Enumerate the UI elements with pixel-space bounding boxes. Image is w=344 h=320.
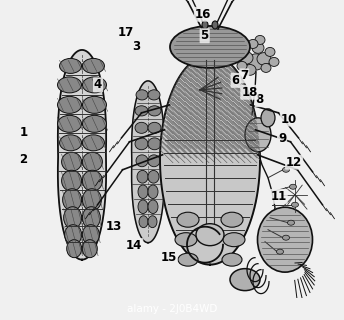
Ellipse shape [83,115,107,132]
Ellipse shape [269,57,279,67]
Text: 14: 14 [126,239,142,252]
Ellipse shape [277,249,283,254]
Ellipse shape [60,135,82,151]
Text: 15: 15 [160,251,177,264]
Ellipse shape [261,63,271,72]
Ellipse shape [202,21,208,29]
Ellipse shape [288,220,294,225]
Ellipse shape [137,170,148,183]
Ellipse shape [83,152,103,171]
Ellipse shape [83,77,107,93]
Ellipse shape [178,253,198,266]
Ellipse shape [255,36,265,44]
Ellipse shape [234,50,242,58]
Ellipse shape [148,216,157,228]
Ellipse shape [247,54,265,70]
Text: 9: 9 [278,132,286,145]
Ellipse shape [136,155,148,167]
Ellipse shape [62,152,82,171]
Ellipse shape [148,106,161,116]
Ellipse shape [222,253,242,266]
Text: alamy - 2J0B4WD: alamy - 2J0B4WD [127,304,217,314]
Ellipse shape [82,225,99,245]
Ellipse shape [57,77,82,93]
Ellipse shape [245,118,271,152]
Text: 6: 6 [232,74,240,87]
Ellipse shape [223,233,245,247]
Ellipse shape [239,52,253,64]
Ellipse shape [82,189,101,211]
Ellipse shape [62,170,82,191]
Ellipse shape [148,170,159,183]
Polygon shape [132,81,164,243]
Ellipse shape [83,96,107,113]
Polygon shape [160,55,260,265]
Text: 4: 4 [94,78,102,91]
Ellipse shape [82,240,97,258]
Ellipse shape [282,235,290,240]
Ellipse shape [136,90,148,100]
Ellipse shape [261,109,275,127]
Ellipse shape [83,59,105,73]
Ellipse shape [135,122,148,133]
Ellipse shape [148,185,158,198]
Ellipse shape [244,65,256,75]
Ellipse shape [148,90,160,100]
Ellipse shape [138,185,148,198]
Text: 11: 11 [270,190,287,203]
Ellipse shape [138,200,148,213]
Ellipse shape [291,202,299,207]
Ellipse shape [63,189,82,211]
Ellipse shape [282,167,290,172]
Text: 2: 2 [19,153,28,166]
Ellipse shape [290,184,297,189]
Text: 3: 3 [132,40,140,52]
Ellipse shape [67,240,82,258]
Ellipse shape [175,233,197,247]
Ellipse shape [148,200,158,213]
Ellipse shape [257,52,271,65]
Text: 1: 1 [19,126,28,139]
Ellipse shape [65,225,82,245]
Text: 18: 18 [241,86,258,99]
Ellipse shape [82,207,100,229]
Text: 5: 5 [201,29,209,42]
Ellipse shape [57,96,82,113]
Ellipse shape [148,122,161,133]
Text: 17: 17 [117,26,134,39]
Text: 13: 13 [105,220,122,233]
Polygon shape [58,50,106,260]
Ellipse shape [212,21,218,29]
Ellipse shape [64,207,82,229]
Ellipse shape [139,216,148,228]
Ellipse shape [237,61,247,70]
Ellipse shape [258,207,312,272]
Ellipse shape [148,138,161,150]
Ellipse shape [148,155,160,167]
Ellipse shape [170,26,250,68]
Text: 12: 12 [286,156,302,169]
Ellipse shape [83,170,103,191]
Ellipse shape [265,47,275,56]
Ellipse shape [221,212,243,227]
Ellipse shape [57,115,82,132]
Ellipse shape [60,59,82,73]
Ellipse shape [196,224,224,246]
Ellipse shape [135,138,148,150]
Ellipse shape [252,43,264,53]
Ellipse shape [177,212,199,227]
Text: 16: 16 [195,8,211,21]
Ellipse shape [248,39,258,48]
Ellipse shape [230,268,260,291]
Text: 10: 10 [281,113,297,125]
Ellipse shape [83,135,105,151]
Ellipse shape [135,106,148,116]
Text: 8: 8 [256,93,264,106]
Text: 7: 7 [240,69,248,82]
